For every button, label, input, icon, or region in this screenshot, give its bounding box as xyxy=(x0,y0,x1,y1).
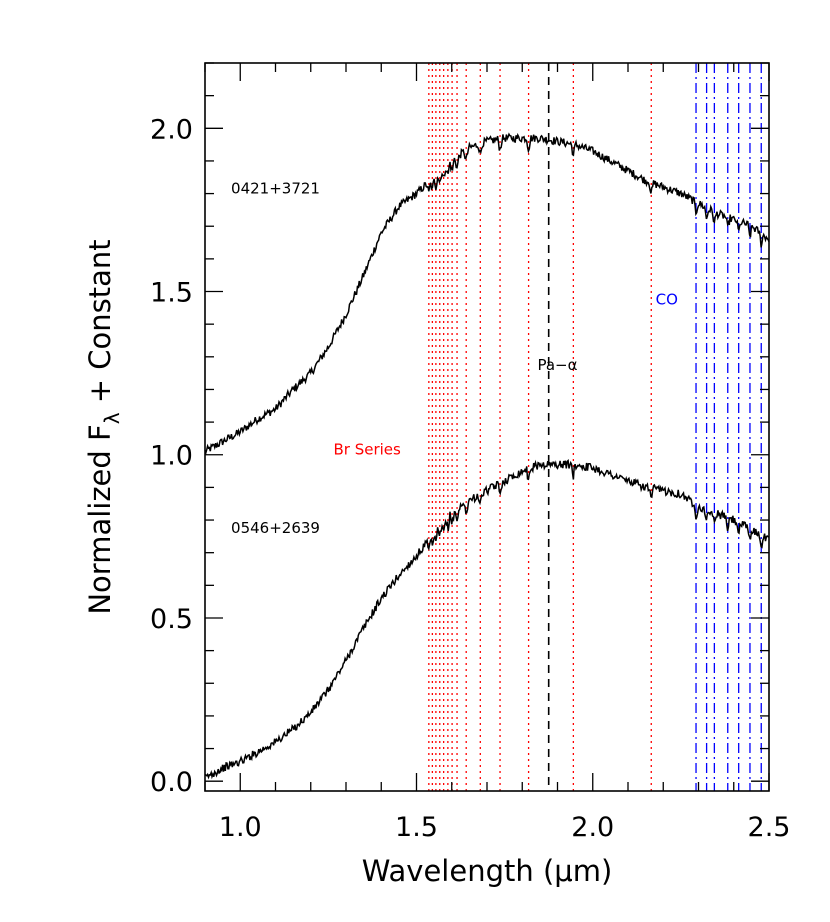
annotation-label: 0546+2639 xyxy=(231,519,320,537)
series-line-0421+3721 xyxy=(204,132,770,456)
annotation-label: 0421+3721 xyxy=(231,180,320,198)
plot-frame xyxy=(204,62,770,792)
x-tick-label: 2.0 xyxy=(571,812,614,843)
reference-lines xyxy=(428,63,762,791)
annotation-label: CO xyxy=(656,291,678,309)
x-tick-label: 2.5 xyxy=(748,812,791,843)
y-axis-title-tail: + Constant xyxy=(83,239,117,412)
y-tick-label: 1.0 xyxy=(150,441,193,472)
x-tick-label: 1.0 xyxy=(219,812,262,843)
annotation-label: Br Series xyxy=(333,441,401,459)
x-axis-title: Wavelength (μm) xyxy=(362,854,613,888)
annotations: 0421+3721 0546+2639 Br Series Pa−α CO xyxy=(231,180,678,538)
annotation-label: Pa−α xyxy=(537,356,577,374)
tick-labels: 1.0 1.5 2.0 2.5 0.0 0.5 1.0 1.5 2.0 xyxy=(150,114,790,843)
y-tick-label: 2.0 xyxy=(150,114,193,145)
axis-ticks xyxy=(204,62,770,791)
y-tick-label: 1.5 xyxy=(150,278,193,309)
y-axis-title-main: Normalized F xyxy=(83,424,117,614)
y-tick-label: 0.0 xyxy=(150,767,193,798)
y-tick-label: 0.5 xyxy=(150,604,193,635)
series-line-0546+2639 xyxy=(204,458,770,780)
x-tick-label: 1.5 xyxy=(395,812,438,843)
y-axis-title: Normalized Fλ + Constant xyxy=(83,239,124,614)
series-layer xyxy=(204,132,770,780)
y-axis-title-subscript: λ xyxy=(100,412,124,424)
